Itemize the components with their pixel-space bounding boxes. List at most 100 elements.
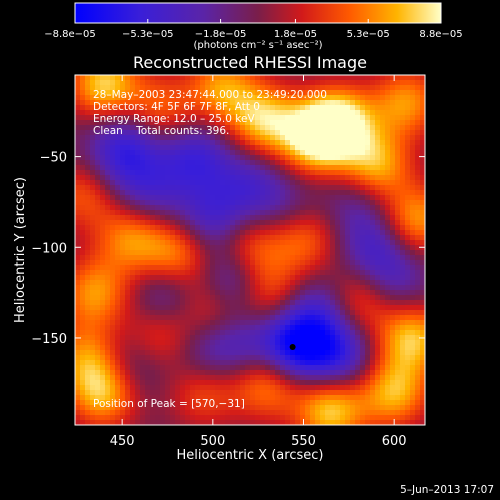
heatmap-cell <box>105 175 111 181</box>
heatmap-cell <box>245 360 251 366</box>
heatmap-cell <box>295 130 301 136</box>
heatmap-cell <box>275 395 281 401</box>
heatmap-cell <box>175 295 181 301</box>
heatmap-cell <box>90 175 96 181</box>
heatmap-cell <box>245 100 251 106</box>
heatmap-cell <box>225 275 231 281</box>
heatmap-cell <box>180 160 186 166</box>
heatmap-cell <box>310 95 316 101</box>
heatmap-cell <box>280 85 286 91</box>
heatmap-cell <box>280 315 286 321</box>
heatmap-cell <box>400 220 406 226</box>
heatmap-cell <box>320 255 326 261</box>
heatmap-cell <box>120 375 126 381</box>
heatmap-cell <box>200 210 206 216</box>
heatmap-cell <box>275 195 281 201</box>
heatmap-cell <box>345 355 351 361</box>
heatmap-cell <box>210 410 216 416</box>
heatmap-cell <box>175 340 181 346</box>
heatmap-cell <box>120 350 126 356</box>
heatmap-cell <box>390 105 396 111</box>
heatmap-cell <box>225 395 231 401</box>
heatmap-cell <box>300 325 306 331</box>
heatmap-cell <box>165 355 171 361</box>
heatmap-cell <box>155 325 161 331</box>
heatmap-cell <box>245 140 251 146</box>
heatmap-cell <box>345 300 351 306</box>
heatmap-cell <box>90 415 96 421</box>
heatmap-cell <box>260 180 266 186</box>
heatmap-cell <box>285 345 291 351</box>
heatmap-cell <box>235 355 241 361</box>
heatmap-cell <box>110 320 116 326</box>
heatmap-cell <box>195 135 201 141</box>
heatmap-cell <box>210 175 216 181</box>
heatmap-cell <box>145 265 151 271</box>
heatmap-cell <box>260 175 266 181</box>
heatmap-cell <box>205 310 211 316</box>
heatmap-cell <box>385 280 391 286</box>
heatmap-cell <box>155 215 161 221</box>
heatmap-cell <box>165 95 171 101</box>
heatmap-cell <box>290 320 296 326</box>
heatmap-cell <box>350 360 356 366</box>
heatmap-cell <box>135 115 141 121</box>
heatmap-cell <box>315 190 321 196</box>
heatmap-cell <box>80 140 86 146</box>
heatmap-cell <box>255 150 261 156</box>
heatmap-cell <box>140 100 146 106</box>
heatmap-cell <box>320 315 326 321</box>
heatmap-cell <box>165 245 171 251</box>
heatmap-cell <box>150 255 156 261</box>
heatmap-cell <box>325 115 331 121</box>
heatmap-cell <box>380 415 386 421</box>
heatmap-cell <box>255 325 261 331</box>
heatmap-cell <box>245 235 251 241</box>
heatmap-cell <box>115 240 121 246</box>
heatmap-cell <box>245 185 251 191</box>
heatmap-cell <box>240 370 246 376</box>
heatmap-cell <box>145 400 151 406</box>
heatmap-cell <box>195 415 201 421</box>
heatmap-cell <box>170 355 176 361</box>
heatmap-cell <box>245 275 251 281</box>
heatmap-cell <box>190 190 196 196</box>
heatmap-cell <box>395 210 401 216</box>
heatmap-cell <box>180 170 186 176</box>
heatmap-cell <box>225 145 231 151</box>
heatmap-cell <box>95 230 101 236</box>
heatmap-cell <box>80 95 86 101</box>
heatmap-cell <box>245 245 251 251</box>
heatmap-cell <box>340 225 346 231</box>
heatmap-cell <box>135 335 141 341</box>
heatmap-cell <box>85 350 91 356</box>
heatmap-cell <box>295 415 301 421</box>
heatmap-cell <box>170 170 176 176</box>
heatmap-cell <box>260 120 266 126</box>
heatmap-cell <box>75 220 81 226</box>
heatmap-cell <box>135 85 141 91</box>
heatmap-cell <box>420 75 425 81</box>
heatmap-cell <box>125 280 131 286</box>
heatmap-cell <box>340 205 346 211</box>
heatmap-cell <box>420 255 425 261</box>
heatmap-cell <box>400 415 406 421</box>
heatmap-cell <box>170 120 176 126</box>
heatmap-cell <box>230 345 236 351</box>
heatmap-cell <box>80 270 86 276</box>
heatmap-cell <box>270 260 276 266</box>
heatmap-cell <box>140 410 146 416</box>
heatmap-cell <box>335 250 341 256</box>
heatmap-cell <box>360 325 366 331</box>
heatmap-cell <box>315 115 321 121</box>
heatmap-cell <box>395 180 401 186</box>
heatmap-cell <box>265 340 271 346</box>
heatmap-cell <box>410 130 416 136</box>
heatmap-cell <box>410 340 416 346</box>
heatmap-cell <box>390 395 396 401</box>
heatmap-cell <box>195 355 201 361</box>
heatmap-cell <box>310 90 316 96</box>
heatmap-cell <box>400 280 406 286</box>
heatmap-cell <box>235 305 241 311</box>
heatmap-cell <box>135 405 141 411</box>
